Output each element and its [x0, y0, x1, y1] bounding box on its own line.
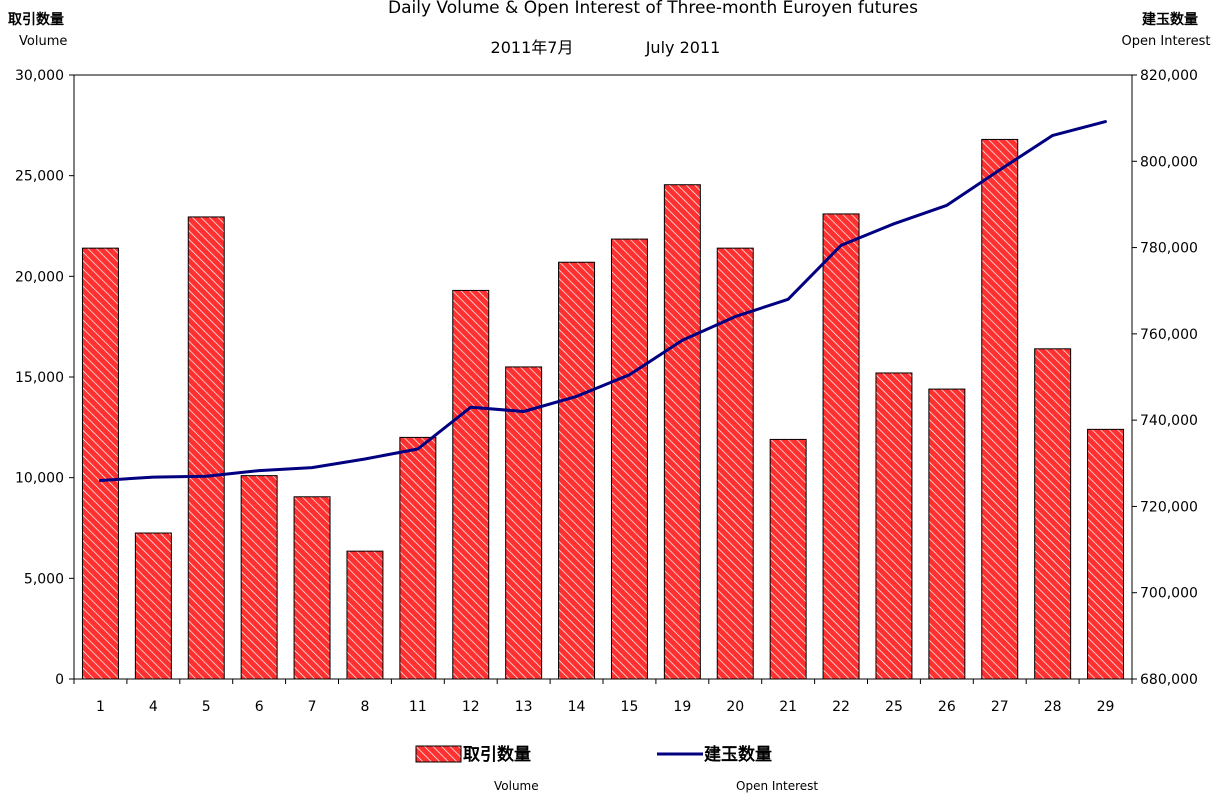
x-axis: 1 4 5 6 7 8 11 12 13 14 15 19 20 21 22 25 26 27 28 29 [74, 679, 1132, 715]
x-tick-label: 5 [202, 699, 211, 715]
left-tick-label: 0 [55, 672, 64, 688]
volume-bar [1088, 429, 1124, 679]
volume-bar [347, 551, 383, 679]
volume-bar [241, 476, 277, 679]
legend-label-open-interest: 建玉数量 [704, 744, 772, 765]
right-axis-title-en: Open Interest [1122, 34, 1211, 49]
chart-title: Daily Volume & Open Interest of Three-mo… [388, 0, 918, 18]
left-axis-title-en: Volume [19, 34, 67, 49]
volume-bar [453, 290, 489, 679]
chart-subtitle-jp: 2011年7月 [491, 38, 574, 57]
volume-bar [82, 248, 118, 679]
x-tick-label: 19 [673, 699, 691, 715]
volume-bar [559, 262, 595, 679]
left-tick-label: 5,000 [24, 571, 64, 587]
left-tick-label: 30,000 [15, 68, 64, 84]
x-tick-label: 25 [885, 699, 903, 715]
volume-bar [823, 214, 859, 679]
right-tick-label: 800,000 [1140, 154, 1198, 170]
legend-sublabel-open-interest: Open Interest [736, 779, 818, 793]
left-tick-label: 15,000 [15, 370, 64, 386]
x-tick-label: 11 [409, 699, 427, 715]
volume-bar [664, 185, 700, 679]
x-tick-label: 6 [255, 699, 264, 715]
right-tick-label: 680,000 [1140, 672, 1198, 688]
x-tick-label: 20 [726, 699, 744, 715]
left-tick-label: 25,000 [15, 169, 64, 185]
right-tick-label: 780,000 [1140, 241, 1198, 257]
x-tick-label: 22 [832, 699, 850, 715]
x-tick-label: 14 [568, 699, 586, 715]
volume-bar [400, 437, 436, 679]
x-tick-label: 13 [515, 699, 533, 715]
left-axis: 0 5,000 10,000 15,000 20,000 25,000 30,000 [15, 68, 74, 688]
legend-sublabel-volume: Volume [494, 779, 539, 793]
x-tick-label: 1 [96, 699, 105, 715]
right-tick-label: 740,000 [1140, 413, 1198, 429]
x-tick-label: 8 [360, 699, 369, 715]
legend-label-volume: 取引数量 [463, 744, 531, 765]
x-tick-label: 12 [462, 699, 480, 715]
x-tick-label: 28 [1044, 699, 1062, 715]
volume-bar [982, 139, 1018, 679]
right-axis: 680,000 700,000 720,000 740,000 760,000 780,0… [1132, 68, 1198, 688]
left-axis-title-jp: 取引数量 [8, 11, 64, 28]
left-tick-label: 20,000 [15, 269, 64, 285]
volume-bar [876, 373, 912, 679]
volume-bar [611, 239, 647, 679]
volume-bar [770, 439, 806, 679]
right-tick-label: 820,000 [1140, 68, 1198, 84]
volume-bar [135, 533, 171, 679]
x-tick-label: 4 [149, 699, 158, 715]
volume-bar [506, 367, 542, 679]
legend: 取引数量 Volume 建玉数量 Open Interest [416, 744, 818, 793]
x-tick-label: 29 [1097, 699, 1115, 715]
volume-bar [294, 497, 330, 679]
legend-swatch-volume [416, 746, 461, 762]
x-tick-label: 27 [991, 699, 1009, 715]
x-tick-label: 21 [779, 699, 797, 715]
right-tick-label: 760,000 [1140, 327, 1198, 343]
x-tick-label: 26 [938, 699, 956, 715]
right-tick-label: 720,000 [1140, 499, 1198, 515]
volume-bar [1035, 349, 1071, 679]
x-tick-label: 15 [621, 699, 639, 715]
right-axis-title-jp: 建玉数量 [1142, 11, 1198, 28]
right-tick-label: 700,000 [1140, 586, 1198, 602]
volume-bar [188, 217, 224, 679]
left-tick-label: 10,000 [15, 471, 64, 487]
plot-area [74, 75, 1132, 679]
x-tick-label: 7 [308, 699, 317, 715]
volume-bar [929, 389, 965, 679]
chart-subtitle-en: July 2011 [645, 38, 721, 57]
